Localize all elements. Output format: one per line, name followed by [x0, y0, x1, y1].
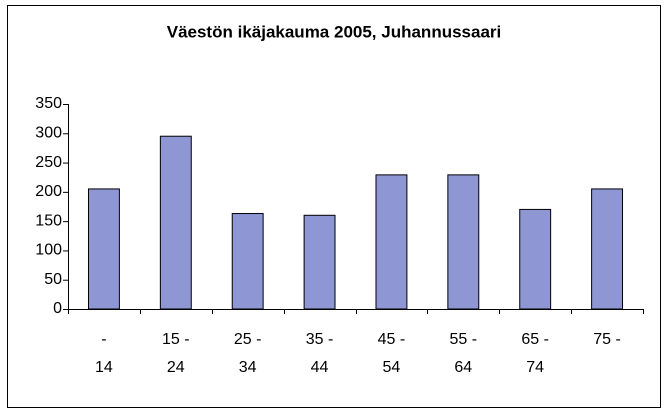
y-tick-label: 300 [35, 125, 62, 142]
x-tick-label: 25 -34 [234, 331, 262, 376]
bar [519, 208, 552, 310]
y-tick-label: 200 [35, 183, 62, 200]
x-tick-label: 75 - [593, 331, 621, 348]
bar [303, 214, 336, 310]
y-tick-label: 250 [35, 154, 62, 171]
y-tick-label: 50 [44, 271, 62, 288]
bar [159, 135, 192, 310]
y-tick-label: 100 [35, 242, 62, 259]
bar [591, 188, 624, 310]
bar [447, 174, 480, 310]
x-tick-label: 15 -24 [162, 331, 190, 376]
y-tick-label: 350 [35, 95, 62, 112]
x-tick-label: 35 -44 [306, 331, 334, 376]
y-tick-label: 0 [53, 300, 62, 317]
x-tick-label: 45 -54 [378, 331, 406, 376]
bar [87, 188, 120, 310]
chart-title: Väestön ikäjakauma 2005, Juhannussaari [167, 22, 502, 41]
x-tick-label: 65 -74 [521, 331, 549, 376]
x-tick-label: -14 [95, 331, 113, 376]
bar [375, 174, 408, 310]
bar [231, 213, 264, 310]
y-tick-label: 150 [35, 212, 62, 229]
x-tick-label: 55 -64 [450, 331, 478, 376]
